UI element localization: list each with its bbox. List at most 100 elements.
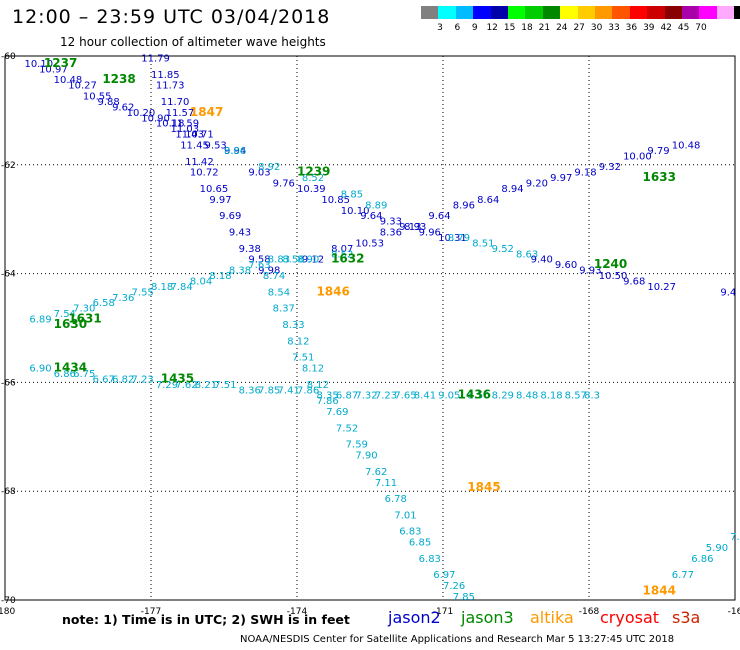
wave-height-value: 7.01 bbox=[394, 510, 416, 521]
wave-height-value: 8.04 bbox=[190, 276, 212, 287]
wave-height-value: 9.94 bbox=[224, 146, 246, 157]
wave-height-value: 9.97 bbox=[209, 195, 231, 206]
wave-height-value: 8.12 bbox=[302, 364, 324, 375]
wave-height-value: 10.31 bbox=[438, 233, 467, 244]
wave-height-value: 7.90 bbox=[355, 451, 377, 462]
wave-height-value: 8.52 bbox=[302, 173, 324, 184]
wave-height-value: 6.67 bbox=[93, 374, 115, 385]
footer-note: note: 1) Time is in UTC; 2) SWH is in fe… bbox=[62, 612, 350, 627]
wave-height-value: 8.54 bbox=[268, 287, 290, 298]
color-scale-label: 3 bbox=[437, 23, 443, 33]
color-scale-label: 18 bbox=[521, 23, 533, 33]
color-scale-label: 45 bbox=[677, 23, 690, 33]
wave-height-value: 8.36 bbox=[380, 228, 402, 239]
color-swatch bbox=[525, 6, 543, 19]
wave-height-value: 10.50 bbox=[599, 271, 628, 282]
wave-height-value: 7.62 bbox=[175, 380, 197, 391]
pass-time-label: 1844 bbox=[643, 584, 676, 598]
wave-height-value: 8.37 bbox=[273, 304, 295, 315]
pass-time-label: 1436 bbox=[458, 388, 491, 402]
color-scale-label: 15 bbox=[503, 23, 516, 33]
wave-height-value: 10.85 bbox=[321, 195, 350, 206]
legend-cryosat: cryosat bbox=[600, 608, 660, 627]
color-swatch bbox=[508, 6, 526, 19]
wave-height-value: 7.84 bbox=[170, 282, 192, 293]
wave-height-value: 9.96 bbox=[419, 228, 441, 239]
wave-height-value: 11.59 bbox=[170, 119, 199, 130]
color-swatch bbox=[734, 6, 740, 19]
longitude-tick-label: -180 bbox=[0, 607, 15, 617]
color-swatch bbox=[577, 6, 595, 19]
color-swatch bbox=[716, 6, 735, 19]
color-scale-label: 21 bbox=[538, 23, 551, 33]
wave-height-value: 8.86 bbox=[224, 146, 246, 157]
wave-height-value: 6.75 bbox=[73, 369, 95, 380]
wave-height-value: 7.63 bbox=[248, 260, 270, 271]
pass-time-label: 1845 bbox=[467, 480, 500, 494]
wave-height-value: 8.64 bbox=[477, 195, 499, 206]
wave-height-value: 6.87 bbox=[336, 391, 358, 402]
wave-height-value: 8.33 bbox=[282, 320, 304, 331]
color-scale-label: 6 bbox=[454, 23, 461, 33]
wave-height-value: 6.83 bbox=[419, 554, 441, 565]
wave-height-value: 9.60 bbox=[555, 260, 577, 271]
latitude-tick-label: -66 bbox=[1, 378, 16, 388]
wave-height-value: 11.73 bbox=[156, 81, 185, 92]
wave-height-value: 7.51 bbox=[292, 353, 314, 364]
wave-height-value: 8.74 bbox=[263, 271, 285, 282]
wave-height-value: 10.71 bbox=[185, 130, 214, 141]
color-swatch bbox=[473, 6, 491, 19]
wave-height-value: 10.48 bbox=[672, 140, 701, 151]
pass-time-label: 1237 bbox=[44, 56, 77, 70]
wave-height-value: 7.32 bbox=[355, 391, 377, 402]
wave-height-value: 7.55 bbox=[132, 287, 154, 298]
wave-height-value: 7.41 bbox=[278, 385, 300, 396]
wave-height-value: 7.86 bbox=[297, 385, 319, 396]
wave-height-value: 9.20 bbox=[526, 179, 548, 190]
color-scale-label: 33 bbox=[608, 23, 620, 33]
wave-height-value: 8.79 bbox=[448, 233, 470, 244]
wave-height-value: 9.43 bbox=[229, 228, 251, 239]
wave-height-value: 9.68 bbox=[623, 276, 645, 287]
color-scale-label: 24 bbox=[556, 23, 568, 33]
wave-height-value: 8.21 bbox=[195, 380, 217, 391]
wave-height-value: 10.18 bbox=[156, 119, 185, 130]
wave-height-value: 10.55 bbox=[83, 92, 112, 103]
wave-height-value: 6.58 bbox=[93, 298, 115, 309]
wave-height-value: 5.90 bbox=[706, 543, 728, 554]
wave-height-value: 8.36 bbox=[239, 385, 261, 396]
latitude-tick-label: -70 bbox=[1, 596, 16, 606]
wave-height-value: 10.27 bbox=[647, 282, 676, 293]
wave-height-value: 9.13 bbox=[399, 222, 421, 233]
wave-height-value: 7.52 bbox=[336, 423, 358, 434]
map-subtitle: 12 hour collection of altimeter wave hei… bbox=[60, 35, 326, 49]
wave-height-value: 9.33 bbox=[380, 217, 402, 228]
wave-height-value: 9.69 bbox=[219, 211, 241, 222]
wave-height-value: 6.82 bbox=[112, 374, 134, 385]
wave-height-value: 8.52 bbox=[331, 249, 353, 260]
wave-height-value: 10.10 bbox=[341, 206, 370, 217]
legend-altika: altika bbox=[530, 608, 574, 627]
legend-jason2: jason2 bbox=[388, 608, 441, 627]
wave-height-value: 9.88 bbox=[97, 97, 119, 108]
color-swatch bbox=[438, 6, 456, 19]
wave-height-value: 8.18 bbox=[151, 282, 173, 293]
wave-height-value: 6.83 bbox=[399, 527, 421, 538]
wave-height-value: 9.98 bbox=[258, 266, 280, 277]
color-scale-label: 36 bbox=[625, 23, 638, 33]
wave-height-value: 9.05 bbox=[438, 391, 460, 402]
wave-height-value: 9.76 bbox=[273, 179, 295, 190]
wave-height-value: 10.48 bbox=[54, 75, 83, 86]
wave-height-value: 8.83 bbox=[268, 255, 290, 266]
wave-height-value: 8.63 bbox=[516, 249, 538, 260]
wave-height-value: 7.3 bbox=[730, 532, 740, 543]
color-scale-label: 42 bbox=[660, 23, 672, 33]
wave-height-value: 8.85 bbox=[341, 189, 363, 200]
wave-height-value: 11.70 bbox=[161, 97, 190, 108]
wave-height-value: 7.54 bbox=[54, 309, 76, 320]
wave-height-value: 8.29 bbox=[492, 391, 514, 402]
color-swatch bbox=[542, 6, 561, 19]
wave-height-value: 6.77 bbox=[672, 570, 694, 581]
wave-height-value: 8.35 bbox=[316, 391, 338, 402]
wave-height-value: 7.11 bbox=[375, 478, 397, 489]
